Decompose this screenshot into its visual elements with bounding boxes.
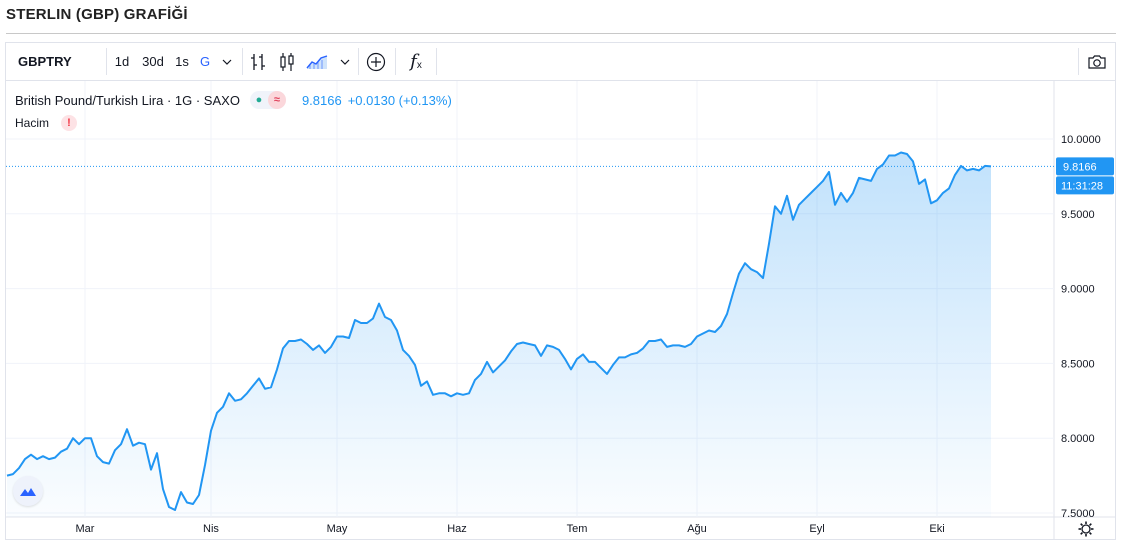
area-chart-icon[interactable] [304, 43, 330, 80]
camera-icon[interactable] [1082, 43, 1112, 80]
volume-label: Hacim [15, 116, 50, 130]
y-tick-label: 7.5000 [1061, 508, 1095, 520]
chart-legend: British Pound/Turkish Lira · 1G · SAXO ●… [15, 91, 452, 109]
timeframe-30d-button[interactable]: 30d [142, 54, 164, 69]
y-tick-label: 9.0000 [1061, 284, 1095, 296]
bars-icon[interactable] [247, 43, 269, 80]
y-tick-label: 10.0000 [1061, 134, 1101, 146]
x-tick-label: Ağu [687, 523, 707, 535]
x-tick-label: Mar [76, 523, 95, 535]
volume-legend: Hacim ! [15, 115, 78, 131]
symbol-search-button[interactable]: GBPTRY [18, 54, 72, 69]
y-tick-label: 8.5000 [1061, 358, 1095, 370]
chevron-down-icon[interactable] [218, 43, 236, 80]
candles-icon[interactable] [276, 43, 298, 80]
price-area-fill [7, 152, 991, 517]
last-price-tag-label: 9.8166 [1063, 161, 1097, 173]
toolbar-divider [106, 48, 107, 75]
x-tick-label: Nis [203, 523, 219, 535]
tradingview-logo-icon[interactable] [13, 476, 43, 506]
timeframe-g-button[interactable]: G [199, 54, 211, 69]
y-tick-label: 9.5000 [1061, 209, 1095, 221]
warning-icon[interactable]: ! [61, 115, 78, 131]
last-price-value: 9.8166 [301, 92, 342, 108]
last-price-tag [1056, 157, 1114, 176]
price-change-value: +0.0130 (+0.13%) [347, 92, 452, 108]
title-divider [6, 33, 1116, 34]
x-tick-label: May [327, 523, 348, 535]
countdown-tag-label: 11:31:28 [1061, 180, 1103, 192]
x-tick-label: Haz [447, 523, 467, 535]
toolbar-divider [1078, 48, 1079, 75]
price-line [6, 151, 992, 511]
toolbar-divider [436, 48, 437, 75]
toolbar-divider [395, 48, 396, 75]
countdown-tag [1056, 176, 1114, 195]
market-status-pill[interactable]: ● ≈ [249, 91, 286, 109]
price-chart[interactable]: 7.5000 8.0000 8.5000 9.0000 9.5000 10.0000 Mar… [6, 81, 1116, 540]
timeframe-1s-button[interactable]: 1s [175, 54, 189, 69]
timeframe-1d-button[interactable]: 1d [114, 54, 130, 69]
chevron-down-icon[interactable] [336, 43, 354, 80]
x-tick-label: Eyl [809, 523, 824, 535]
delayed-data-icon: ≈ [267, 91, 286, 109]
add-indicator-icon[interactable] [361, 43, 391, 80]
market-open-dot-icon: ● [255, 94, 263, 106]
toolbar-divider [242, 48, 243, 75]
x-tick-label: Tem [567, 523, 588, 535]
instrument-title: British Pound/Turkish Lira · 1G · SAXO [15, 92, 240, 108]
y-tick-label: 8.0000 [1061, 433, 1095, 445]
toolbar-divider [358, 48, 359, 75]
x-tick-label: Eki [929, 523, 944, 535]
page-title: STERLIN (GBP) GRAFİĞİ [6, 6, 188, 23]
settings-gear-icon[interactable] [1078, 521, 1094, 537]
